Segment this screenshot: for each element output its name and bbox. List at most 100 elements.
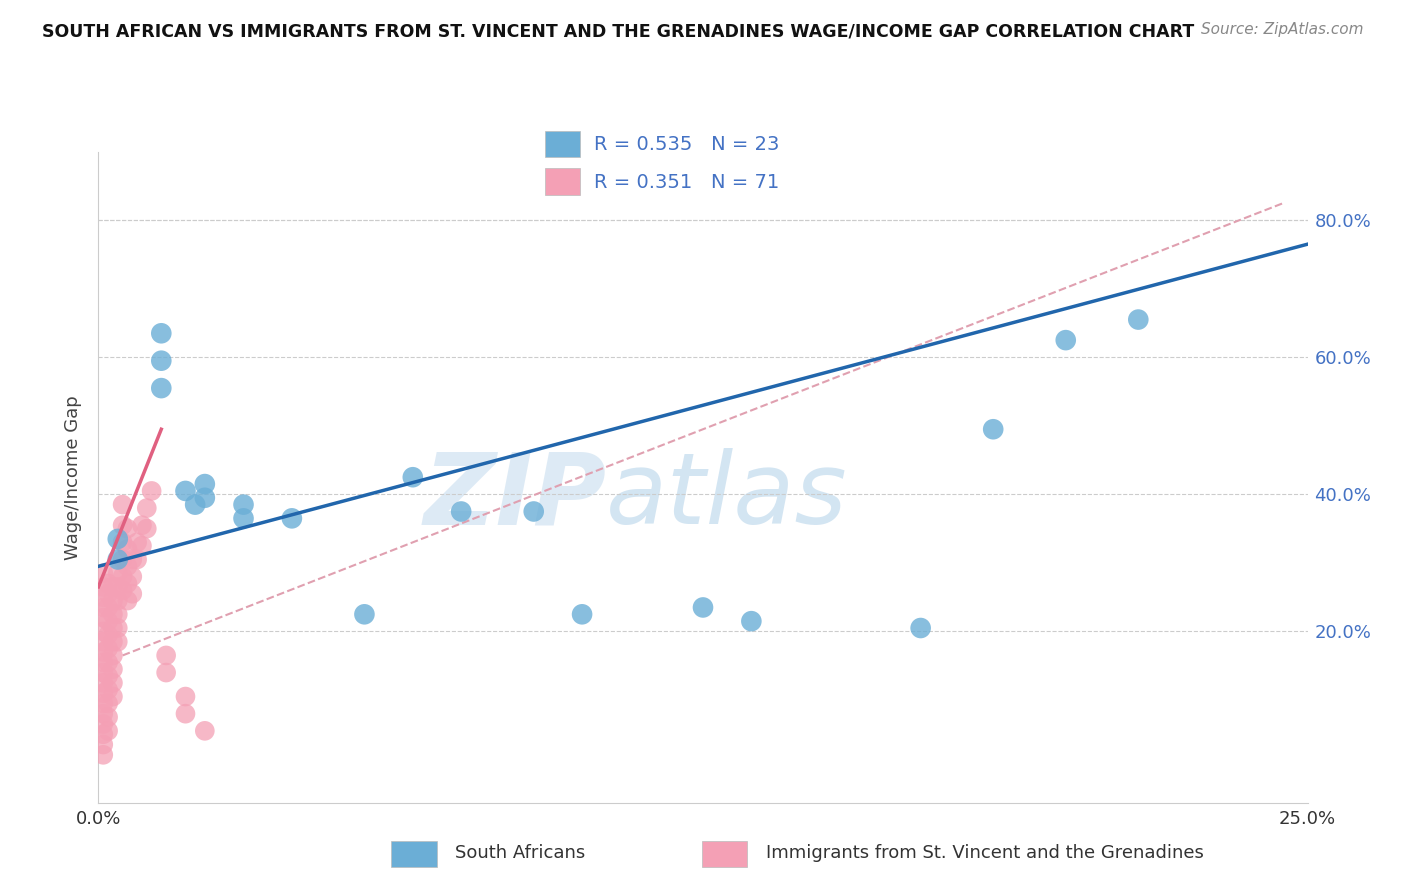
Text: Immigrants from St. Vincent and the Grenadines: Immigrants from St. Vincent and the Gren… [765,844,1204,862]
Text: South Africans: South Africans [456,844,585,862]
Point [111,518,134,533]
Point [150,353,173,368]
Point [1054,333,1077,347]
Point [111,552,134,566]
Point [155,665,177,680]
Point [194,477,217,491]
Point [141,483,163,498]
Text: SOUTH AFRICAN VS IMMIGRANTS FROM ST. VINCENT AND THE GRENADINES WAGE/INCOME GAP : SOUTH AFRICAN VS IMMIGRANTS FROM ST. VIN… [42,22,1195,40]
Point [111,569,134,583]
Point [692,600,714,615]
Point [97,723,120,738]
Point [107,607,129,622]
Point [127,552,149,566]
FancyBboxPatch shape [544,131,581,158]
Point [101,621,124,635]
Point [97,628,120,642]
Point [107,566,129,581]
Point [91,580,114,594]
Point [232,511,254,525]
Point [101,662,124,676]
Point [117,559,139,574]
Point [981,422,1004,436]
Text: Source: ZipAtlas.com: Source: ZipAtlas.com [1201,22,1364,37]
Point [107,634,129,648]
Point [450,504,472,518]
Point [107,532,129,546]
Point [101,593,124,607]
Point [91,665,114,680]
Point [117,542,139,557]
Point [97,576,120,591]
Point [121,552,143,566]
Point [91,624,114,639]
Point [97,697,120,711]
Point [91,686,114,700]
Text: R = 0.351   N = 71: R = 0.351 N = 71 [593,173,779,192]
Point [117,522,139,536]
Point [281,511,304,525]
Point [155,648,177,663]
Point [101,676,124,690]
Point [97,614,120,628]
Point [91,706,114,721]
Point [107,580,129,594]
Point [91,676,114,690]
Point [91,738,114,752]
Point [117,593,139,607]
FancyBboxPatch shape [702,841,748,867]
Point [174,706,197,721]
Point [194,723,217,738]
Point [127,535,149,549]
Point [121,587,143,601]
FancyBboxPatch shape [391,841,436,867]
Point [150,381,173,395]
Point [97,655,120,669]
Point [97,682,120,697]
Point [91,590,114,604]
Point [91,747,114,762]
Point [91,600,114,615]
Point [174,483,197,498]
Point [131,518,153,533]
Point [91,634,114,648]
Point [402,470,425,484]
Point [91,727,114,741]
Point [97,710,120,724]
Point [91,655,114,669]
Point [117,576,139,591]
Point [97,587,120,601]
Point [131,539,153,553]
Point [91,645,114,659]
Point [97,641,120,656]
Point [97,669,120,683]
Point [121,569,143,583]
Point [174,690,197,704]
Point [91,717,114,731]
Point [1128,312,1150,326]
Point [523,504,546,518]
Point [111,498,134,512]
Point [107,621,129,635]
Point [194,491,217,505]
Text: R = 0.535   N = 23: R = 0.535 N = 23 [593,135,779,154]
Point [111,583,134,598]
Text: ZIP: ZIP [423,449,606,545]
Point [101,690,124,704]
Point [107,593,129,607]
Point [135,501,157,516]
Point [910,621,932,635]
Point [571,607,593,622]
Point [97,600,120,615]
Point [101,648,124,663]
Point [91,611,114,625]
FancyBboxPatch shape [544,168,581,194]
Text: atlas: atlas [606,449,848,545]
Point [184,498,207,512]
Point [101,634,124,648]
Point [353,607,375,622]
Y-axis label: Wage/Income Gap: Wage/Income Gap [65,395,83,559]
Point [111,535,134,549]
Point [107,552,129,566]
Point [101,607,124,622]
